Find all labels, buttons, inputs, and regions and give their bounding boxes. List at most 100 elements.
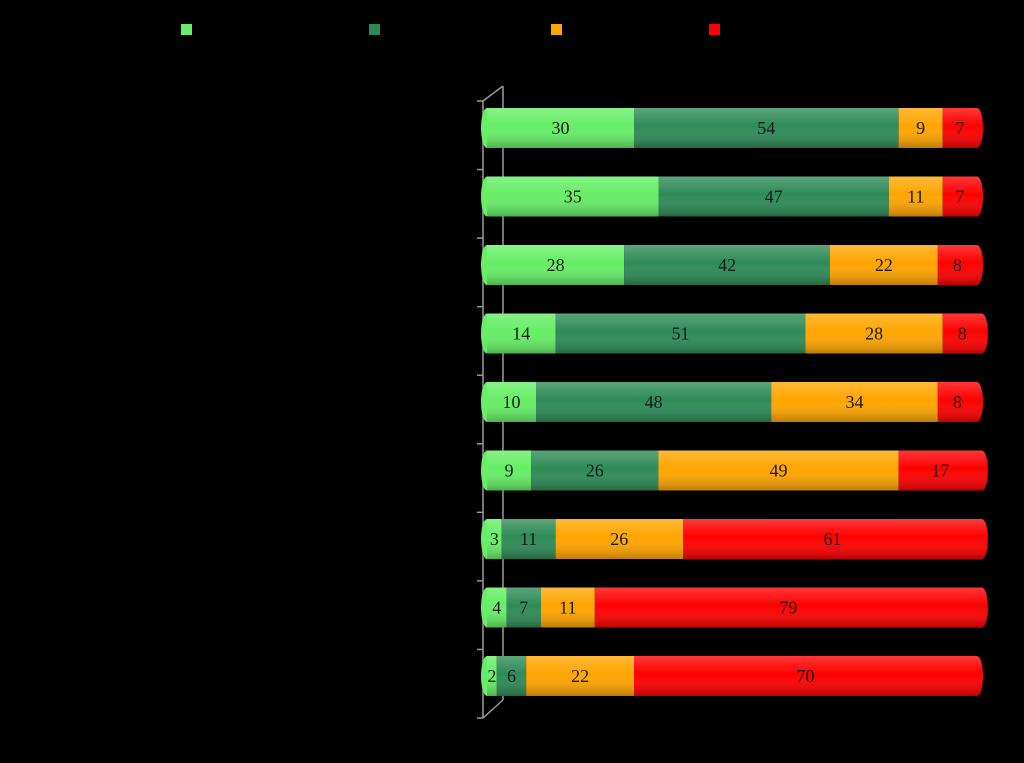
bar-shading: [805, 313, 943, 354]
bar-segment: [624, 245, 830, 285]
bar-shading: [830, 245, 938, 285]
bar-shading: [634, 656, 977, 696]
bar-shading: [888, 176, 943, 217]
value-label: 8: [958, 324, 967, 344]
bar-segment: [481, 450, 532, 491]
value-label: 8: [953, 392, 962, 412]
value-label: 28: [865, 324, 883, 344]
bars: [481, 108, 988, 696]
bar-segment: [888, 176, 943, 217]
legend-marker-3: [551, 24, 562, 35]
legend-marker-4: [709, 24, 720, 35]
bar-segment: [555, 313, 806, 354]
bar-segment: [481, 656, 497, 696]
bar-shading: [506, 587, 541, 628]
value-label: 70: [797, 666, 815, 686]
bar-shading: [771, 382, 938, 422]
bar-row-6: [481, 450, 988, 491]
bar-row-7: [481, 519, 988, 559]
bar-end-shading: [975, 450, 988, 491]
value-label: 2: [487, 666, 496, 686]
value-label: 61: [823, 529, 841, 549]
bar-segment: [683, 519, 988, 559]
bar-shading: [898, 108, 943, 148]
bar-shading: [496, 656, 527, 696]
bar-shading: [487, 382, 536, 422]
value-label: 26: [610, 529, 628, 549]
value-label: 42: [718, 255, 736, 275]
bar-segment: [481, 176, 659, 217]
value-label: 9: [916, 118, 925, 138]
bar-row-8: [481, 587, 988, 628]
value-label: 14: [512, 324, 530, 344]
value-label: 49: [770, 461, 788, 481]
bar-segment: [481, 245, 625, 285]
bar-segment: [937, 382, 983, 422]
bar-segment: [942, 108, 983, 148]
bar-end-shading: [971, 382, 983, 422]
bar-shading: [536, 382, 772, 422]
bar-segment: [830, 245, 938, 285]
bar-segment: [526, 656, 634, 696]
bar-shading: [898, 450, 982, 491]
bar-row-1: [481, 108, 983, 148]
bar-shading: [634, 108, 899, 148]
bar-shading: [555, 519, 683, 559]
bar-end-shading: [971, 656, 983, 696]
value-labels: 30 54 9 735 47 11 728 42 22 814 51 28 810 48 34 89 26 49 1…: [487, 118, 966, 686]
value-label: 17: [931, 461, 949, 481]
bar-segment: [942, 313, 988, 354]
bar-segment: [506, 587, 541, 628]
bar-shading: [501, 519, 556, 559]
bar-shading: [487, 519, 502, 559]
bar-shading: [942, 313, 982, 354]
bar-shading: [487, 450, 532, 491]
bar-segment: [555, 519, 683, 559]
bar-shading: [487, 176, 659, 217]
bar-shading: [540, 587, 595, 628]
bar-shading: [555, 313, 806, 354]
bar-shading: [487, 313, 556, 354]
bar-segment: [481, 382, 536, 422]
bar-shading: [683, 519, 982, 559]
value-label: 30: [552, 118, 570, 138]
value-label: 48: [645, 392, 663, 412]
bar-shading: [487, 245, 625, 285]
bar-shading: [937, 245, 977, 285]
bar-end-shading: [975, 587, 988, 628]
bar-row-2: [481, 176, 983, 217]
bar-segment: [536, 382, 772, 422]
value-label: 51: [672, 324, 690, 344]
bar-segment: [805, 313, 943, 354]
bar-segment: [531, 450, 659, 491]
bar-row-4: [481, 313, 988, 354]
value-label: 28: [547, 255, 565, 275]
bar-shading: [526, 656, 634, 696]
value-label: 7: [955, 187, 964, 207]
bar-end-shading: [971, 108, 983, 148]
value-label: 6: [507, 666, 516, 686]
value-label: 4: [492, 598, 501, 618]
bar-shading: [531, 450, 659, 491]
bar-end-shading: [971, 245, 983, 285]
bar-segment: [898, 108, 943, 148]
bar-row-9: [481, 656, 983, 696]
value-label: 7: [955, 118, 964, 138]
bar-segment: [481, 108, 634, 148]
bar-shading: [658, 450, 899, 491]
value-label: 22: [571, 666, 589, 686]
bar-shading: [487, 108, 634, 148]
bar-shading: [487, 656, 497, 696]
value-label: 7: [519, 598, 528, 618]
value-label: 35: [564, 187, 582, 207]
bar-row-3: [481, 245, 983, 285]
bar-segment: [481, 519, 502, 559]
bar-segment: [501, 519, 556, 559]
value-label: 3: [490, 529, 499, 549]
bar-segment: [658, 176, 889, 217]
value-label: 8: [953, 255, 962, 275]
value-label: 54: [757, 118, 775, 138]
bar-shading: [487, 587, 507, 628]
value-label: 9: [505, 461, 514, 481]
bar-end-shading: [975, 519, 988, 559]
